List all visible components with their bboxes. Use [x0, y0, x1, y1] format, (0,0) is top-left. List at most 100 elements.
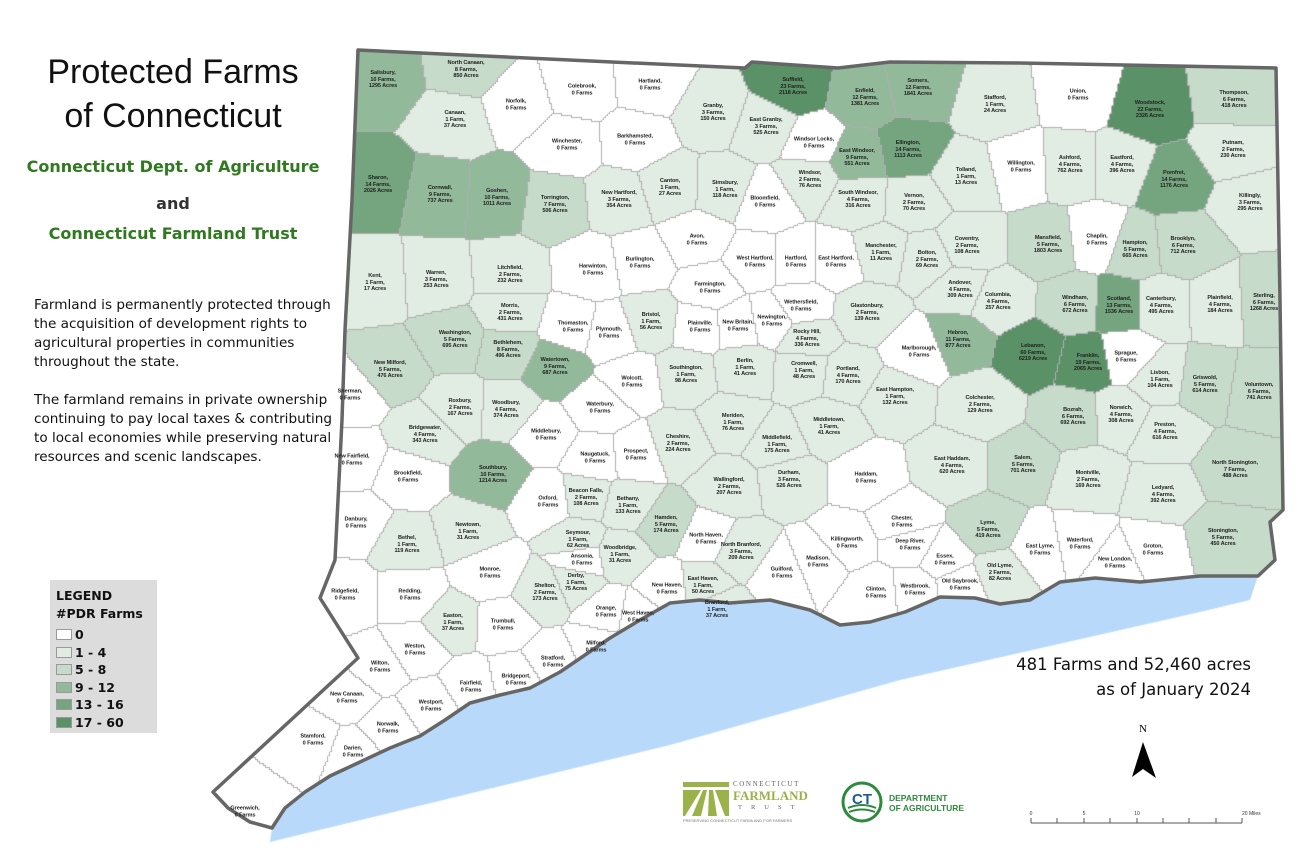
town-label[interactable]: Winchester, 0 Farms [552, 138, 582, 151]
town-label[interactable]: Brooklyn, 6 Farms, 712 Acres [1170, 236, 1195, 256]
town-label[interactable]: Branford, 1 Farm, 37 Acres [705, 600, 729, 620]
town-label[interactable]: Stafford, 1 Farm, 24 Acres [984, 95, 1006, 115]
town-label[interactable]: Hartford, 0 Farms [785, 255, 808, 268]
town-label[interactable]: Killingworth, 0 Farms [831, 536, 864, 549]
town-label[interactable]: Ashford, 4 Farms, 762 Acres [1057, 155, 1082, 175]
town-label[interactable]: Avon, 0 Farms [687, 233, 708, 246]
town-label[interactable]: Southington, 1 Farm, 98 Acres [669, 365, 702, 385]
town-label[interactable]: Guilford, 0 Farms [771, 566, 794, 579]
town-label[interactable]: Wallingford, 2 Farms, 207 Acres [714, 477, 745, 497]
town-label[interactable]: New Hartford, 3 Farms, 354 Acres [601, 190, 636, 210]
town-label[interactable]: Woodbridge, 1 Farm, 31 Acres [604, 545, 637, 565]
town-label[interactable]: Shelton, 2 Farms, 173 Acres [532, 583, 557, 603]
town-label[interactable]: Old Lyme, 2 Farms, 82 Acres [987, 563, 1013, 583]
town-label[interactable]: Newington, 0 Farms [757, 314, 786, 327]
town-label[interactable]: New Fairfield, 0 Farms [335, 453, 370, 466]
town-label[interactable]: Simsbury, 1 Farm, 118 Acres [712, 180, 738, 200]
town-label[interactable]: West Hartford, 0 Farms [736, 255, 773, 268]
town-label[interactable]: Voluntown, 6 Farms, 741 Acres [1245, 382, 1274, 402]
town-label[interactable]: Derby, 1 Farm, 75 Acres [565, 573, 587, 593]
town-label[interactable]: Hebron, 11 Farms, 877 Acres [945, 330, 970, 350]
town-label[interactable]: Hartland, 0 Farms [638, 78, 661, 91]
town-label[interactable]: Enfield, 12 Farms, 1381 Acres [851, 88, 879, 108]
town-label[interactable]: Ansonia, 0 Farms [571, 553, 594, 566]
town-label[interactable]: East Granby, 3 Farms, 525 Acres [750, 117, 783, 137]
town-label[interactable]: New Haven, 0 Farms [652, 582, 683, 595]
town-label[interactable]: West Haven, 0 Farms [622, 610, 654, 623]
town-label[interactable]: Redding, 0 Farms [398, 588, 421, 601]
town-label[interactable]: Plymouth, 0 Farms [596, 326, 622, 339]
town-label[interactable]: Pomfret, 14 Farms, 1176 Acres [1160, 170, 1188, 190]
town-label[interactable]: Newtown, 1 Farm, 31 Acres [455, 522, 480, 542]
town-label[interactable]: Oxford, 0 Farms [538, 495, 559, 508]
town-label[interactable]: Thompson, 6 Farms, 418 Acres [1219, 90, 1248, 110]
town-label[interactable]: Norwich, 4 Farms, 308 Acres [1108, 405, 1133, 425]
town-label[interactable]: New Britain, 0 Farms [722, 319, 753, 332]
town-label[interactable]: Middlebury, 0 Farms [531, 428, 561, 441]
town-label[interactable]: Clinton, 0 Farms [866, 586, 887, 599]
town-label[interactable]: Darien, 0 Farms [343, 745, 364, 758]
town-label[interactable]: Union, 0 Farms [1068, 88, 1089, 101]
town-label[interactable]: Cornwall, 9 Farms, 737 Acres [427, 185, 452, 205]
town-label[interactable]: Madison, 0 Farms [806, 555, 830, 568]
town-label[interactable]: Hampton, 5 Farms, 665 Acres [1122, 240, 1147, 260]
town-label[interactable]: Ledyard, 4 Farms, 392 Acres [1150, 485, 1175, 505]
town-label[interactable]: Somers, 12 Farms, 1841 Acres [904, 78, 932, 98]
town-label[interactable]: Windham, 6 Farms, 672 Acres [1062, 295, 1088, 315]
town-label[interactable]: Montville, 2 Farms, 169 Acres [1075, 470, 1100, 490]
town-label[interactable]: Portland, 4 Farms, 170 Acres [835, 366, 860, 386]
town-label[interactable]: Groton, 0 Farms [1143, 543, 1164, 556]
town-label[interactable]: Willington, 0 Farms [1007, 160, 1035, 173]
town-label[interactable]: New Canaan, 0 Farms [330, 691, 364, 704]
town-label[interactable]: Manchester, 1 Farm, 11 Acres [865, 243, 896, 263]
town-label[interactable]: Bridgewater, 4 Farms, 343 Acres [409, 425, 441, 445]
town-label[interactable]: Bloomfield, 0 Farms [750, 195, 779, 208]
town-label[interactable]: Lyme, 5 Farms, 419 Acres [975, 520, 1000, 540]
town-label[interactable]: Norfolk, 0 Farms [506, 98, 527, 111]
town-label[interactable]: Bethel, 1 Farm, 119 Acres [394, 535, 419, 555]
town-label[interactable]: Cheshire, 2 Farms, 224 Acres [665, 434, 690, 454]
town-label[interactable]: Eastford, 4 Farms, 396 Acres [1109, 155, 1134, 175]
town-label[interactable]: Granby, 3 Farms, 150 Acres [700, 103, 725, 123]
town-label[interactable]: Wethersfield, 0 Farms [784, 299, 818, 312]
town-label[interactable]: Bolton, 2 Farms, 69 Acres [916, 250, 938, 270]
town-label[interactable]: Bridgeport, 0 Farms [501, 673, 530, 686]
town-label[interactable]: Harwinton, 0 Farms [579, 263, 607, 276]
town-label[interactable]: New London, 0 Farms [1098, 556, 1132, 569]
town-label[interactable]: Cromwell, 1 Farm, 48 Acres [791, 361, 817, 381]
town-label[interactable]: East Windsor, 9 Farms, 551 Acres [839, 148, 875, 168]
town-label[interactable]: Haddam, 0 Farms [855, 471, 878, 484]
town-label[interactable]: Bozrah, 6 Farms, 692 Acres [1060, 407, 1085, 427]
town-label[interactable]: Canton, 1 Farm, 27 Acres [659, 178, 681, 198]
town-label[interactable]: Preston, 4 Farms, 616 Acres [1152, 422, 1177, 442]
town-label[interactable]: Norwalk, 0 Farms [377, 721, 400, 734]
town-label[interactable]: Windsor, 2 Farms, 76 Acres [799, 170, 822, 190]
town-label[interactable]: Colebrook, 0 Farms [568, 83, 596, 96]
town-label[interactable]: Colchester, 2 Farms, 129 Acres [965, 395, 994, 415]
town-label[interactable]: Franklin, 19 Farms, 2065 Acres [1074, 353, 1102, 373]
town-label[interactable]: Suffield, 23 Farms, 2118 Acres [779, 77, 807, 97]
town-label[interactable]: Bristol, 1 Farm, 56 Acres [640, 312, 662, 332]
town-label[interactable]: Waterbury, 0 Farms [586, 401, 614, 414]
town-label[interactable]: Roxbury, 2 Farms, 167 Acres [447, 398, 472, 418]
town-label[interactable]: North Canaan, 8 Farms, 850 Acres [448, 60, 485, 80]
town-label[interactable]: Stamford, 0 Farms [300, 733, 325, 746]
town-label[interactable]: North Haven, 0 Farms [689, 532, 723, 545]
town-label[interactable]: Naugatuck, 0 Farms [580, 451, 609, 464]
town-label[interactable]: East Haven, 1 Farm, 50 Acres [688, 576, 719, 596]
town-label[interactable]: Salisbury, 10 Farms, 1295 Acres [369, 70, 397, 90]
town-label[interactable]: Putnam, 2 Farms, 230 Acres [1220, 140, 1245, 160]
town-label[interactable]: Plainfield, 4 Farms, 184 Acres [1207, 295, 1232, 315]
town-label[interactable]: Wolcott, 0 Farms [621, 375, 642, 388]
town-label[interactable]: Westport, 0 Farms [419, 699, 444, 712]
town-label[interactable]: North Stonington, 7 Farms, 488 Acres [1212, 460, 1258, 480]
town-label[interactable]: Goshen, 10 Farms, 1011 Acres [483, 188, 511, 208]
town-label[interactable]: Chaplin, 0 Farms [1086, 233, 1107, 246]
town-label[interactable]: Morris, 2 Farms, 431 Acres [497, 303, 522, 323]
town-label[interactable]: Tolland, 1 Farm, 13 Acres [955, 167, 977, 187]
town-label[interactable]: East Hampton, 1 Farm, 132 Acres [876, 387, 914, 407]
town-label[interactable]: Wilton, 0 Farms [370, 660, 391, 673]
town-label[interactable]: Windsor Locks, 0 Farms [794, 136, 834, 149]
town-label[interactable]: Lisbon, 1 Farm, 104 Acres [1147, 370, 1172, 390]
town-label[interactable]: Warren, 3 Farms, 253 Acres [423, 270, 448, 290]
